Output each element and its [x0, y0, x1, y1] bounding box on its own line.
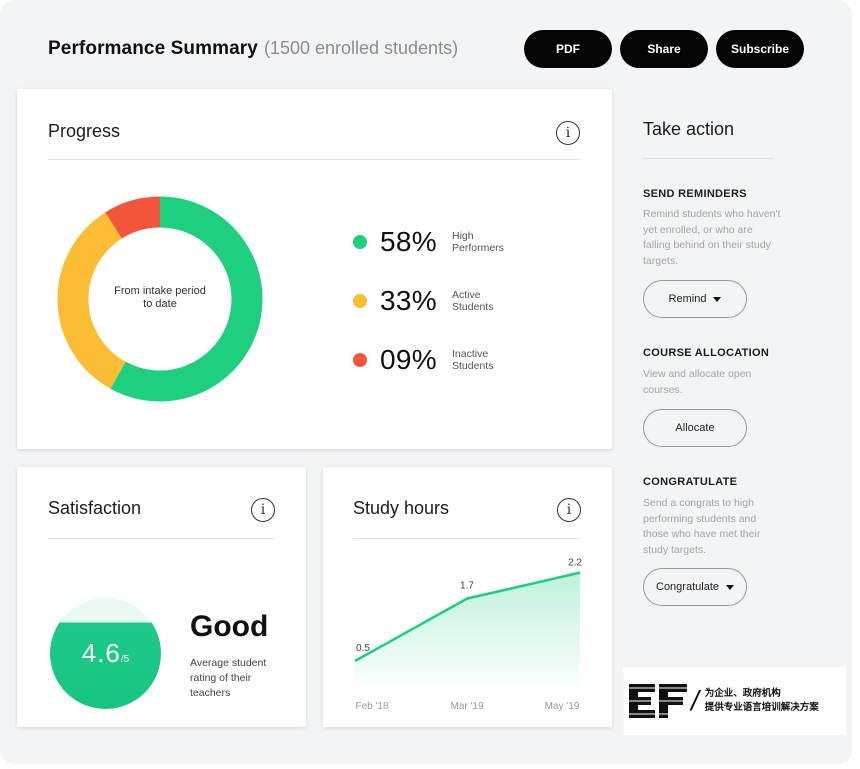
rating-description: Average student rating of their teachers — [190, 657, 267, 699]
caret-down-icon — [713, 296, 722, 302]
legend-label: Active Students — [452, 289, 494, 313]
x-tick-label: Feb '18 — [355, 701, 388, 712]
watermark-divider: / — [691, 685, 699, 716]
course-allocation-heading: COURSE ALLOCATION — [643, 347, 770, 359]
enrolled-count: (1500 enrolled students) — [263, 38, 459, 58]
yellow-dot-icon — [353, 294, 367, 308]
red-dot-icon — [353, 353, 367, 367]
area-fill — [355, 572, 580, 687]
share-button[interactable]: Share — [620, 30, 708, 68]
green-dot-icon — [353, 235, 367, 249]
divider — [48, 538, 275, 539]
course-allocation-text: View and allocate open courses. — [643, 368, 752, 396]
progress-donut-chart — [57, 196, 263, 402]
ef-watermark: / 为企业、政府机构 提供专业语言培训解决方案 — [623, 667, 846, 735]
legend-percent: 09% — [380, 344, 437, 375]
legend-percent: 58% — [380, 226, 437, 257]
study-hours-title: Study hours — [353, 498, 450, 518]
congratulate-heading: CONGRATULATE — [643, 476, 738, 488]
congratulate-text: Send a congrats to high performing stude… — [643, 497, 761, 556]
series-line — [354, 571, 581, 663]
info-icon[interactable]: i — [557, 498, 581, 522]
legend-item-active-students: 33% Active Students — [353, 285, 522, 317]
study-hours-chart: 0.5 1.7 2.2 Feb '18 Mar '19 May '19 — [354, 558, 582, 712]
page-title: Performance Summary — [48, 38, 258, 59]
ef-logo — [627, 681, 689, 721]
subscribe-button[interactable]: Subscribe — [716, 30, 804, 68]
legend-label: Inactive Students — [452, 348, 494, 372]
legend-percent: 33% — [380, 285, 437, 316]
congratulate-button[interactable]: Congratulate — [643, 568, 747, 606]
x-tick-label: May '19 — [545, 701, 580, 712]
caret-down-icon — [726, 584, 734, 590]
data-label: 2.2 — [568, 558, 582, 569]
legend-item-high-performers: 58% High Performers — [353, 226, 522, 258]
watermark-text: 为企业、政府机构 提供专业语言培训解决方案 — [704, 688, 819, 713]
satisfaction-title: Satisfaction — [48, 498, 142, 518]
divider — [643, 158, 773, 159]
pdf-button[interactable]: PDF — [524, 30, 612, 68]
donut-center-label: From intake period to date — [114, 285, 206, 310]
donut-segment-2 — [57, 196, 263, 402]
take-action-title: Take action — [643, 119, 735, 139]
legend-item-inactive-students: 09% Inactive Students — [353, 344, 522, 376]
send-reminders-heading: SEND REMINDERS — [643, 188, 747, 200]
divider — [353, 538, 580, 539]
divider — [48, 159, 581, 160]
info-icon[interactable]: i — [556, 121, 580, 145]
info-icon[interactable]: i — [251, 498, 275, 522]
send-reminders-text: Remind students who haven't yet enrolled… — [643, 208, 781, 267]
progress-title: Progress — [48, 121, 121, 141]
x-tick-label: Mar '19 — [450, 701, 483, 712]
rating-word: Good — [190, 610, 269, 643]
page-header: Performance Summary (1500 enrolled stude… — [48, 38, 458, 68]
allocate-button[interactable]: Allocate — [643, 409, 747, 447]
data-label: 0.5 — [356, 643, 370, 654]
rating-score: 4.6/5 — [81, 638, 130, 668]
remind-button[interactable]: Remind — [643, 280, 747, 318]
rating-gauge: 4.6/5 — [50, 598, 161, 709]
data-label: 1.7 — [460, 581, 474, 592]
legend-label: High Performers — [452, 230, 504, 254]
donut-segment-1 — [57, 196, 263, 402]
